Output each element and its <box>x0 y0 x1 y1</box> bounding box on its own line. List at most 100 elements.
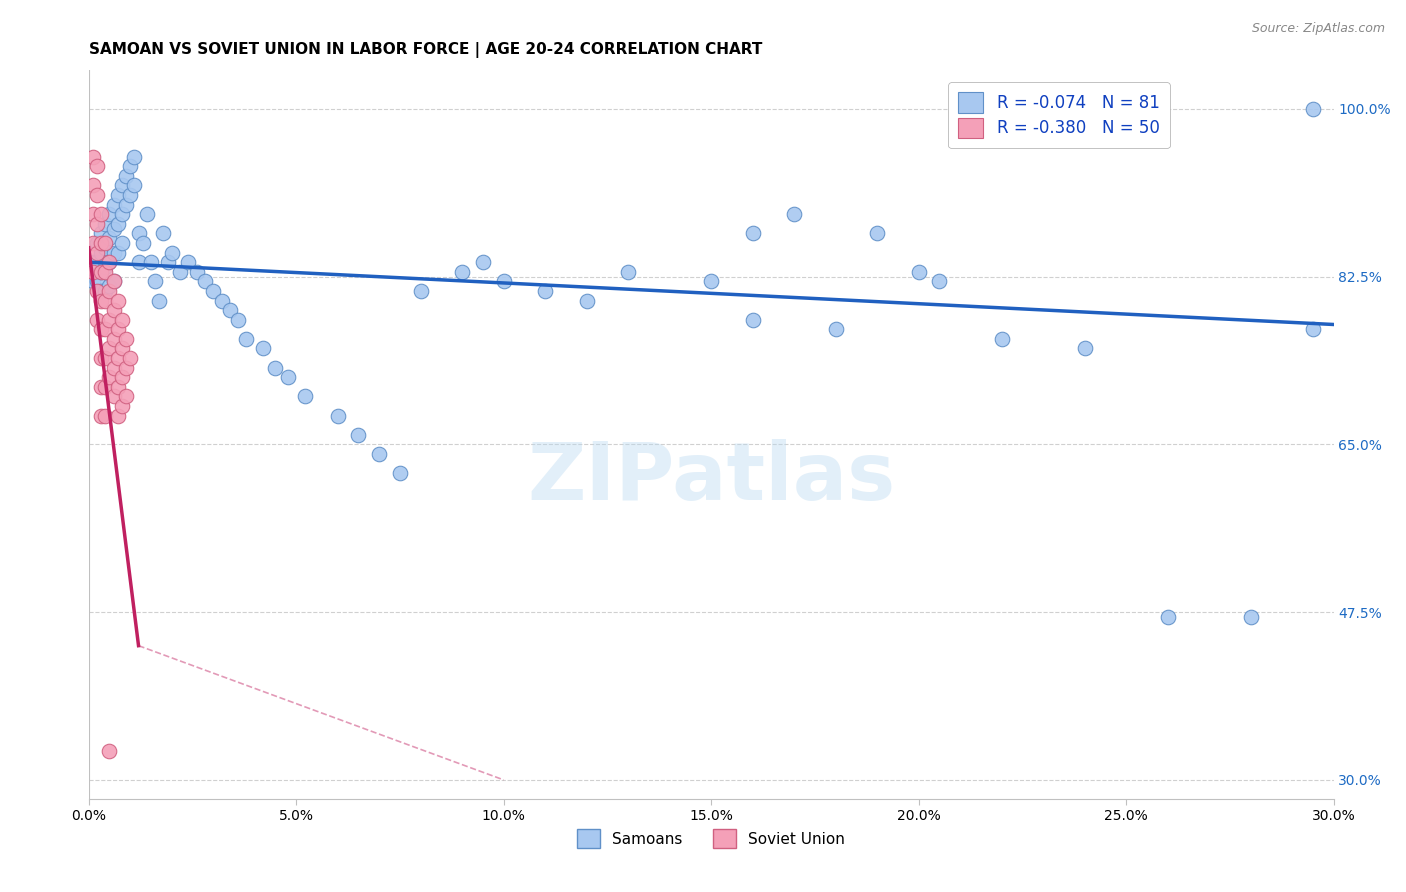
Point <box>235 332 257 346</box>
Point <box>409 284 432 298</box>
Text: SAMOAN VS SOVIET UNION IN LABOR FORCE | AGE 20-24 CORRELATION CHART: SAMOAN VS SOVIET UNION IN LABOR FORCE | … <box>89 42 762 58</box>
Point <box>90 265 112 279</box>
Point <box>94 409 117 423</box>
Point <box>277 370 299 384</box>
Point <box>128 227 150 241</box>
Point <box>115 197 138 211</box>
Point <box>451 265 474 279</box>
Point <box>1302 322 1324 336</box>
Point <box>82 207 104 221</box>
Point <box>294 389 316 403</box>
Point <box>866 227 889 241</box>
Point <box>264 360 287 375</box>
Point <box>111 342 134 356</box>
Point <box>534 284 557 298</box>
Point <box>783 207 806 221</box>
Point <box>139 255 162 269</box>
Point <box>700 274 723 288</box>
Point <box>107 188 129 202</box>
Point <box>115 169 138 183</box>
Point <box>98 342 121 356</box>
Point <box>107 322 129 336</box>
Point <box>107 293 129 308</box>
Point <box>90 245 112 260</box>
Point <box>111 178 134 193</box>
Point <box>90 409 112 423</box>
Point <box>86 245 108 260</box>
Point <box>115 332 138 346</box>
Point <box>326 409 349 423</box>
Point <box>86 159 108 173</box>
Point <box>90 227 112 241</box>
Point <box>82 255 104 269</box>
Point <box>741 312 763 326</box>
Point <box>177 255 200 269</box>
Point <box>98 312 121 326</box>
Point <box>990 332 1012 346</box>
Point <box>103 332 125 346</box>
Legend: R = -0.074   N = 81, R = -0.380   N = 50: R = -0.074 N = 81, R = -0.380 N = 50 <box>949 82 1170 148</box>
Point <box>1239 610 1261 624</box>
Point <box>824 322 846 336</box>
Point <box>111 312 134 326</box>
Point <box>94 265 117 279</box>
Point <box>103 221 125 235</box>
Point <box>103 303 125 318</box>
Point <box>115 389 138 403</box>
Point <box>98 207 121 221</box>
Point <box>90 235 112 250</box>
Point <box>90 265 112 279</box>
Point <box>111 207 134 221</box>
Point <box>169 265 191 279</box>
Point <box>94 293 117 308</box>
Point <box>617 265 640 279</box>
Point <box>94 241 117 255</box>
Point <box>152 227 174 241</box>
Point <box>471 255 494 269</box>
Point <box>86 255 108 269</box>
Point <box>143 274 166 288</box>
Point <box>86 188 108 202</box>
Point <box>226 312 249 326</box>
Point <box>368 447 391 461</box>
Point <box>741 227 763 241</box>
Point <box>86 217 108 231</box>
Point <box>90 207 112 221</box>
Point <box>103 274 125 288</box>
Point <box>128 255 150 269</box>
Point <box>218 303 240 318</box>
Point <box>98 744 121 758</box>
Point <box>111 399 134 413</box>
Point <box>107 245 129 260</box>
Point <box>1156 610 1178 624</box>
Point <box>107 351 129 365</box>
Point <box>388 466 411 480</box>
Point <box>492 274 515 288</box>
Point <box>120 188 142 202</box>
Point <box>86 235 108 250</box>
Point <box>82 178 104 193</box>
Point <box>94 235 117 250</box>
Point <box>103 389 125 403</box>
Point <box>90 284 112 298</box>
Point <box>103 274 125 288</box>
Point <box>252 342 274 356</box>
Text: ZIPatlas: ZIPatlas <box>527 440 896 517</box>
Point <box>82 274 104 288</box>
Point <box>86 274 108 288</box>
Point <box>148 293 170 308</box>
Point <box>90 380 112 394</box>
Point <box>211 293 233 308</box>
Point <box>90 351 112 365</box>
Point <box>575 293 598 308</box>
Point <box>98 370 121 384</box>
Point <box>82 265 104 279</box>
Point <box>98 231 121 245</box>
Point <box>86 312 108 326</box>
Point <box>111 235 134 250</box>
Point <box>111 370 134 384</box>
Point <box>1302 102 1324 116</box>
Point <box>103 197 125 211</box>
Point <box>120 351 142 365</box>
Point <box>94 217 117 231</box>
